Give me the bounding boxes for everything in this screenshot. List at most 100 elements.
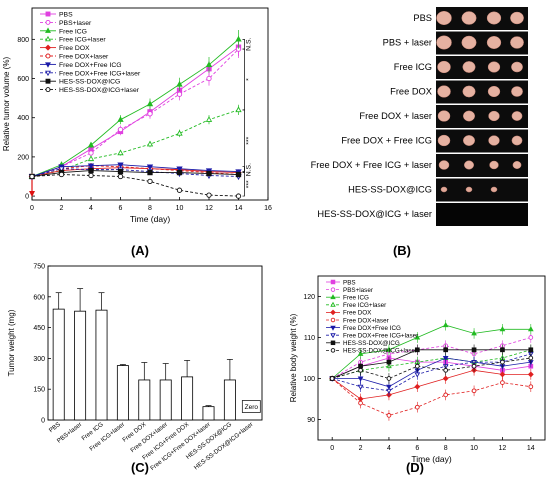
- panel-b-photo-strip: [436, 154, 528, 177]
- panel-a-data-point: [88, 167, 94, 174]
- panel-c-bar: [52, 308, 65, 421]
- panel-b-tumor-photo: [511, 61, 523, 73]
- panel-d-data-point: [329, 376, 335, 381]
- panel-b-row-label: HES-SS-DOX@ICG + laser: [317, 209, 432, 219]
- panel-b-row-label: PBS: [413, 13, 432, 23]
- panel-d-data-point: [471, 347, 477, 353]
- panel-d-legend-marker: [330, 340, 336, 346]
- panel-a-data-point: [88, 150, 94, 156]
- panel-c-bar: [202, 406, 215, 421]
- panel-a-legend-marker: [45, 53, 51, 59]
- panel-d-series-line: [331, 324, 531, 379]
- panel-d-data-point: [357, 350, 364, 356]
- panel-d-legend-label: Free DOX: [343, 310, 372, 317]
- panel-d-x-axis-label: Time (day): [411, 454, 451, 464]
- panel-d-data-point: [471, 363, 477, 369]
- panel-b-tumor-photo: [486, 11, 502, 25]
- panel-d-data-point: [500, 359, 505, 365]
- panel-a-x-tick-label: 8: [148, 205, 152, 212]
- panel-d-legend-marker: [330, 348, 336, 353]
- panel-a-legend-label: Free ICG+laser: [59, 37, 106, 44]
- panel-a-legend-marker: [45, 19, 51, 25]
- panel-a-legend-label: PBS: [59, 12, 73, 19]
- panel-a-series-line: [31, 168, 239, 177]
- panel-c-bar: [138, 379, 151, 421]
- panel-d-letter: (D): [406, 460, 424, 475]
- panel-c-bar: [116, 365, 129, 421]
- panel-c-y-tick-label: 750: [33, 264, 45, 271]
- panel-b-photo-strip: [436, 105, 528, 128]
- panel-a-data-point: [58, 166, 65, 173]
- panel-d-x-tick-label: 14: [527, 445, 535, 452]
- panel-a-y-tick-label: 400: [17, 115, 29, 122]
- panel-a-data-point: [235, 193, 242, 199]
- panel-d-data-point: [414, 347, 420, 353]
- panel-b-tumor-photo: [465, 186, 473, 193]
- panel-a-legend-marker: [45, 27, 51, 33]
- panel-d-x-tick-label: 12: [499, 445, 507, 452]
- panel-d-data-point: [442, 375, 449, 382]
- panel-b-photo-strip: [436, 7, 528, 30]
- panel-d-data-point: [528, 384, 534, 390]
- panel-d-data-point: [527, 371, 534, 378]
- panel-b-tumor-photo: [437, 85, 451, 98]
- panel-a-y-axis-label: Relative tumor volume (%): [2, 57, 11, 152]
- panel-d-legend-marker: [330, 333, 336, 339]
- panel-a-data-point: [87, 163, 95, 170]
- panel-a-significance-label: ***: [246, 136, 253, 144]
- panel-a-x-tick-label: 12: [205, 205, 213, 212]
- panel-a-data-point: [29, 173, 35, 180]
- panel-b-tumor-photo: [511, 111, 523, 121]
- panel-c-y-tick-label: 150: [33, 387, 45, 394]
- panel-b-photo-strip: [436, 178, 528, 202]
- panel-a-data-point: [205, 61, 213, 68]
- panel-d-x-tick-label: 0: [330, 445, 334, 452]
- panel-a-significance-label: ***: [246, 180, 253, 188]
- panel-d-y-axis-label: Relative body weight (%): [289, 313, 298, 402]
- panel-d-data-point: [414, 383, 421, 390]
- panel-c-x-tick-label: PBS: [48, 421, 62, 434]
- panel-b-tumor-photo: [437, 60, 451, 74]
- panel-a-data-point: [206, 75, 212, 82]
- panel-c-bar: [181, 376, 194, 421]
- panel-d-x-tick-label: 6: [415, 445, 419, 452]
- panel-a-y-tick-label: 600: [17, 76, 29, 83]
- panel-a-legend-marker: [45, 70, 51, 77]
- panel-b-row-label: HES-SS-DOX@ICG: [348, 185, 432, 195]
- panel-a-x-tick-label: 0: [30, 205, 34, 212]
- panel-d-data-point: [443, 392, 449, 398]
- panel-d-series-line: [332, 349, 531, 379]
- panel-b-photo-strip: [436, 203, 528, 226]
- panel-d-data-point: [357, 384, 364, 390]
- panel-a-x-tick-label: 14: [235, 205, 243, 212]
- panel-a-legend-label: HES-SS-DOX@ICG+laser: [59, 87, 140, 94]
- panel-d-y-tick-label: 120: [303, 294, 315, 301]
- panel-d-legend-label: HES-SS-DOX@ICG: [343, 340, 400, 347]
- panel-a-legend-label: Free DOX+Free ICG+laser: [59, 70, 141, 77]
- panel-a-x-tick-label: 2: [60, 205, 64, 212]
- panel-a-data-point: [147, 178, 153, 185]
- panel-b-letter: (B): [393, 243, 411, 258]
- panel-d-data-point: [414, 404, 420, 410]
- panel-d-legend-label: Free DOX+Free ICG+laser: [343, 333, 418, 340]
- panel-a-significance-label: *: [246, 78, 253, 81]
- panel-d-data-point: [499, 326, 506, 332]
- panel-d-legend-label: Free ICG+laser: [343, 302, 386, 309]
- panel-c-y-tick-label: 450: [33, 325, 45, 332]
- panel-b-tumor-photo: [490, 186, 498, 193]
- panel-a-x-tick-label: 4: [89, 205, 93, 212]
- panel-b-tumor-photo: [437, 134, 451, 147]
- panel-b-tumor-photo: [487, 61, 501, 73]
- panel-a-x-tick-label: 6: [119, 205, 123, 212]
- panel-c-plot-frame: [47, 265, 263, 421]
- panel-d-data-point: [527, 326, 534, 332]
- panel-c-y-tick-label: 300: [33, 356, 45, 363]
- panel-b-tumor-photo: [488, 135, 500, 146]
- panel-d-data-point: [500, 380, 505, 385]
- panel-a-data-point: [176, 129, 183, 136]
- panel-d-series-line: [332, 357, 531, 379]
- panel-b-tumor-photo: [511, 86, 523, 97]
- panel-b-photo-strip: [436, 80, 528, 104]
- panel-a-data-point: [58, 171, 65, 178]
- panel-b-tumor-photo: [488, 110, 500, 122]
